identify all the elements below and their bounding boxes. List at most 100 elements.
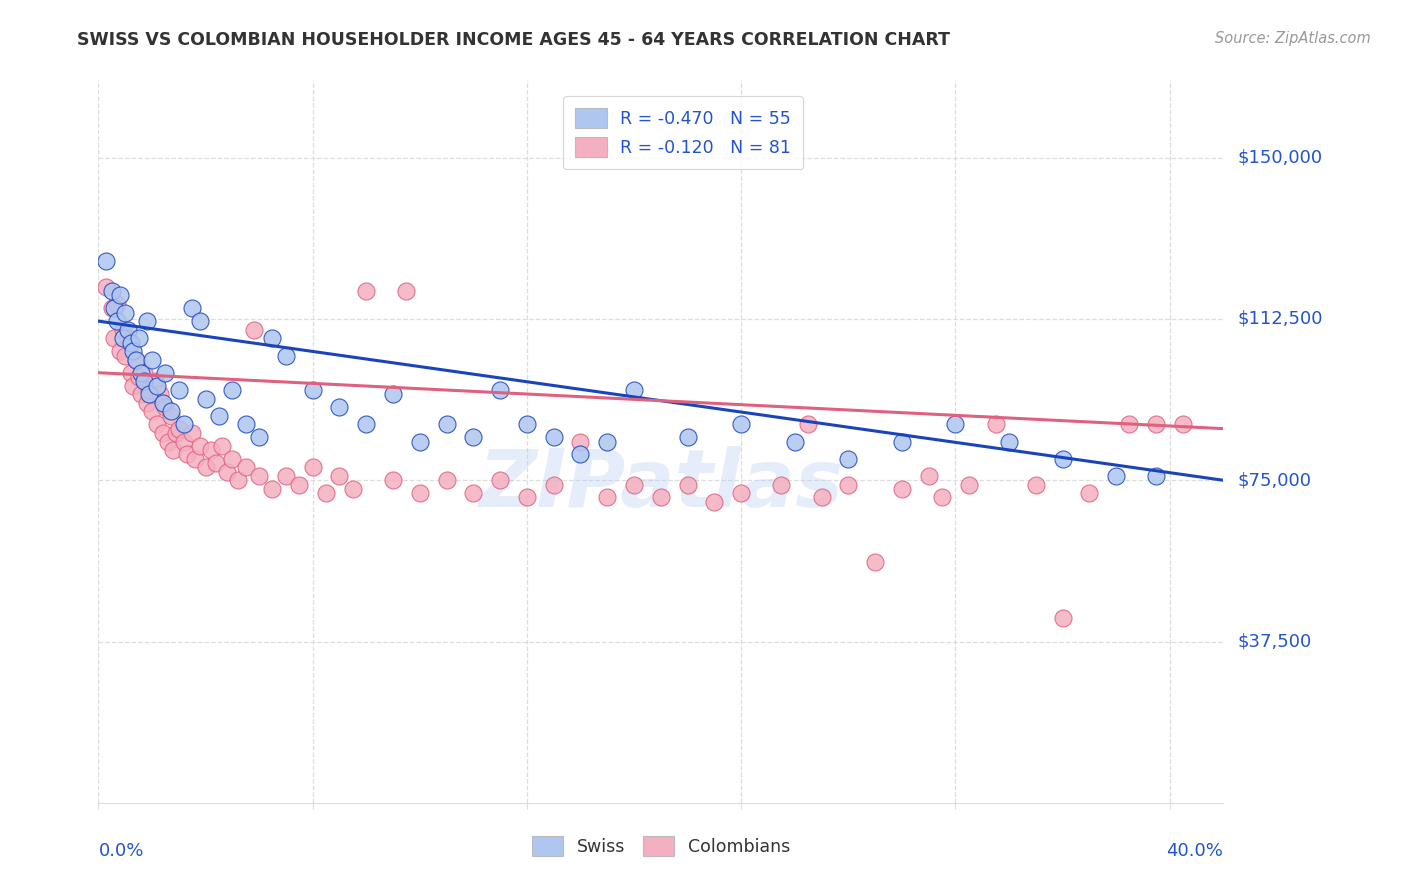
Point	[863, 555, 886, 569]
Text: $75,000: $75,000	[1237, 471, 1312, 489]
Point	[917, 469, 939, 483]
Point	[165, 425, 187, 440]
Point	[211, 439, 233, 453]
Point	[543, 477, 565, 491]
Point	[984, 417, 1007, 432]
Point	[247, 469, 270, 483]
Point	[436, 473, 458, 487]
Point	[128, 331, 150, 345]
Point	[569, 447, 592, 461]
Point	[221, 383, 243, 397]
Point	[395, 284, 418, 298]
Point	[596, 491, 619, 505]
Point	[931, 491, 953, 505]
Point	[945, 417, 967, 432]
Point	[328, 400, 350, 414]
Point	[143, 375, 166, 389]
Point	[208, 409, 231, 423]
Point	[1052, 611, 1074, 625]
Point	[730, 486, 752, 500]
Point	[111, 331, 134, 345]
Point	[149, 387, 172, 401]
Point	[328, 469, 350, 483]
Point	[543, 430, 565, 444]
Point	[184, 451, 207, 466]
Point	[152, 425, 174, 440]
Point	[1171, 417, 1194, 432]
Point	[129, 387, 152, 401]
Point	[235, 460, 257, 475]
Point	[770, 477, 793, 491]
Point	[315, 486, 337, 500]
Point	[890, 434, 912, 449]
Point	[274, 349, 297, 363]
Point	[730, 417, 752, 432]
Point	[262, 482, 284, 496]
Point	[623, 383, 645, 397]
Point	[409, 486, 432, 500]
Point	[242, 323, 264, 337]
Point	[382, 473, 405, 487]
Point	[676, 430, 699, 444]
Point	[1105, 469, 1128, 483]
Point	[247, 430, 270, 444]
Point	[181, 301, 204, 316]
Point	[114, 349, 136, 363]
Point	[173, 434, 195, 449]
Point	[96, 253, 118, 268]
Point	[117, 323, 139, 337]
Point	[135, 314, 157, 328]
Point	[810, 491, 832, 505]
Point	[215, 465, 238, 479]
Point	[1144, 417, 1167, 432]
Point	[138, 387, 160, 401]
Point	[96, 279, 118, 293]
Point	[998, 434, 1021, 449]
Point	[623, 477, 645, 491]
Point	[837, 477, 859, 491]
Point	[159, 404, 181, 418]
Point	[235, 417, 257, 432]
Point	[129, 366, 152, 380]
Point	[120, 335, 142, 350]
Point	[132, 366, 155, 380]
Point	[783, 434, 806, 449]
Point	[837, 451, 859, 466]
Point	[194, 392, 217, 406]
Point	[1118, 417, 1140, 432]
Point	[301, 460, 323, 475]
Point	[676, 477, 699, 491]
Point	[101, 284, 124, 298]
Point	[703, 494, 725, 508]
Point	[436, 417, 458, 432]
Point	[167, 422, 190, 436]
Point	[463, 430, 485, 444]
Point	[173, 417, 195, 432]
Point	[1144, 469, 1167, 483]
Point	[152, 396, 174, 410]
Point	[135, 396, 157, 410]
Text: 0.0%: 0.0%	[98, 842, 143, 860]
Point	[194, 460, 217, 475]
Point	[155, 366, 177, 380]
Point	[125, 352, 148, 367]
Text: Source: ZipAtlas.com: Source: ZipAtlas.com	[1215, 31, 1371, 46]
Point	[569, 434, 592, 449]
Point	[1078, 486, 1101, 500]
Point	[354, 284, 377, 298]
Point	[274, 469, 297, 483]
Text: $112,500: $112,500	[1237, 310, 1323, 328]
Point	[141, 352, 163, 367]
Point	[111, 323, 134, 337]
Point	[463, 486, 485, 500]
Point	[200, 443, 222, 458]
Point	[288, 477, 311, 491]
Point	[262, 331, 284, 345]
Point	[157, 434, 180, 449]
Point	[146, 378, 169, 392]
Point	[301, 383, 323, 397]
Point	[114, 305, 136, 319]
Point	[354, 417, 377, 432]
Point	[205, 456, 228, 470]
Legend: Swiss, Colombians: Swiss, Colombians	[524, 829, 797, 863]
